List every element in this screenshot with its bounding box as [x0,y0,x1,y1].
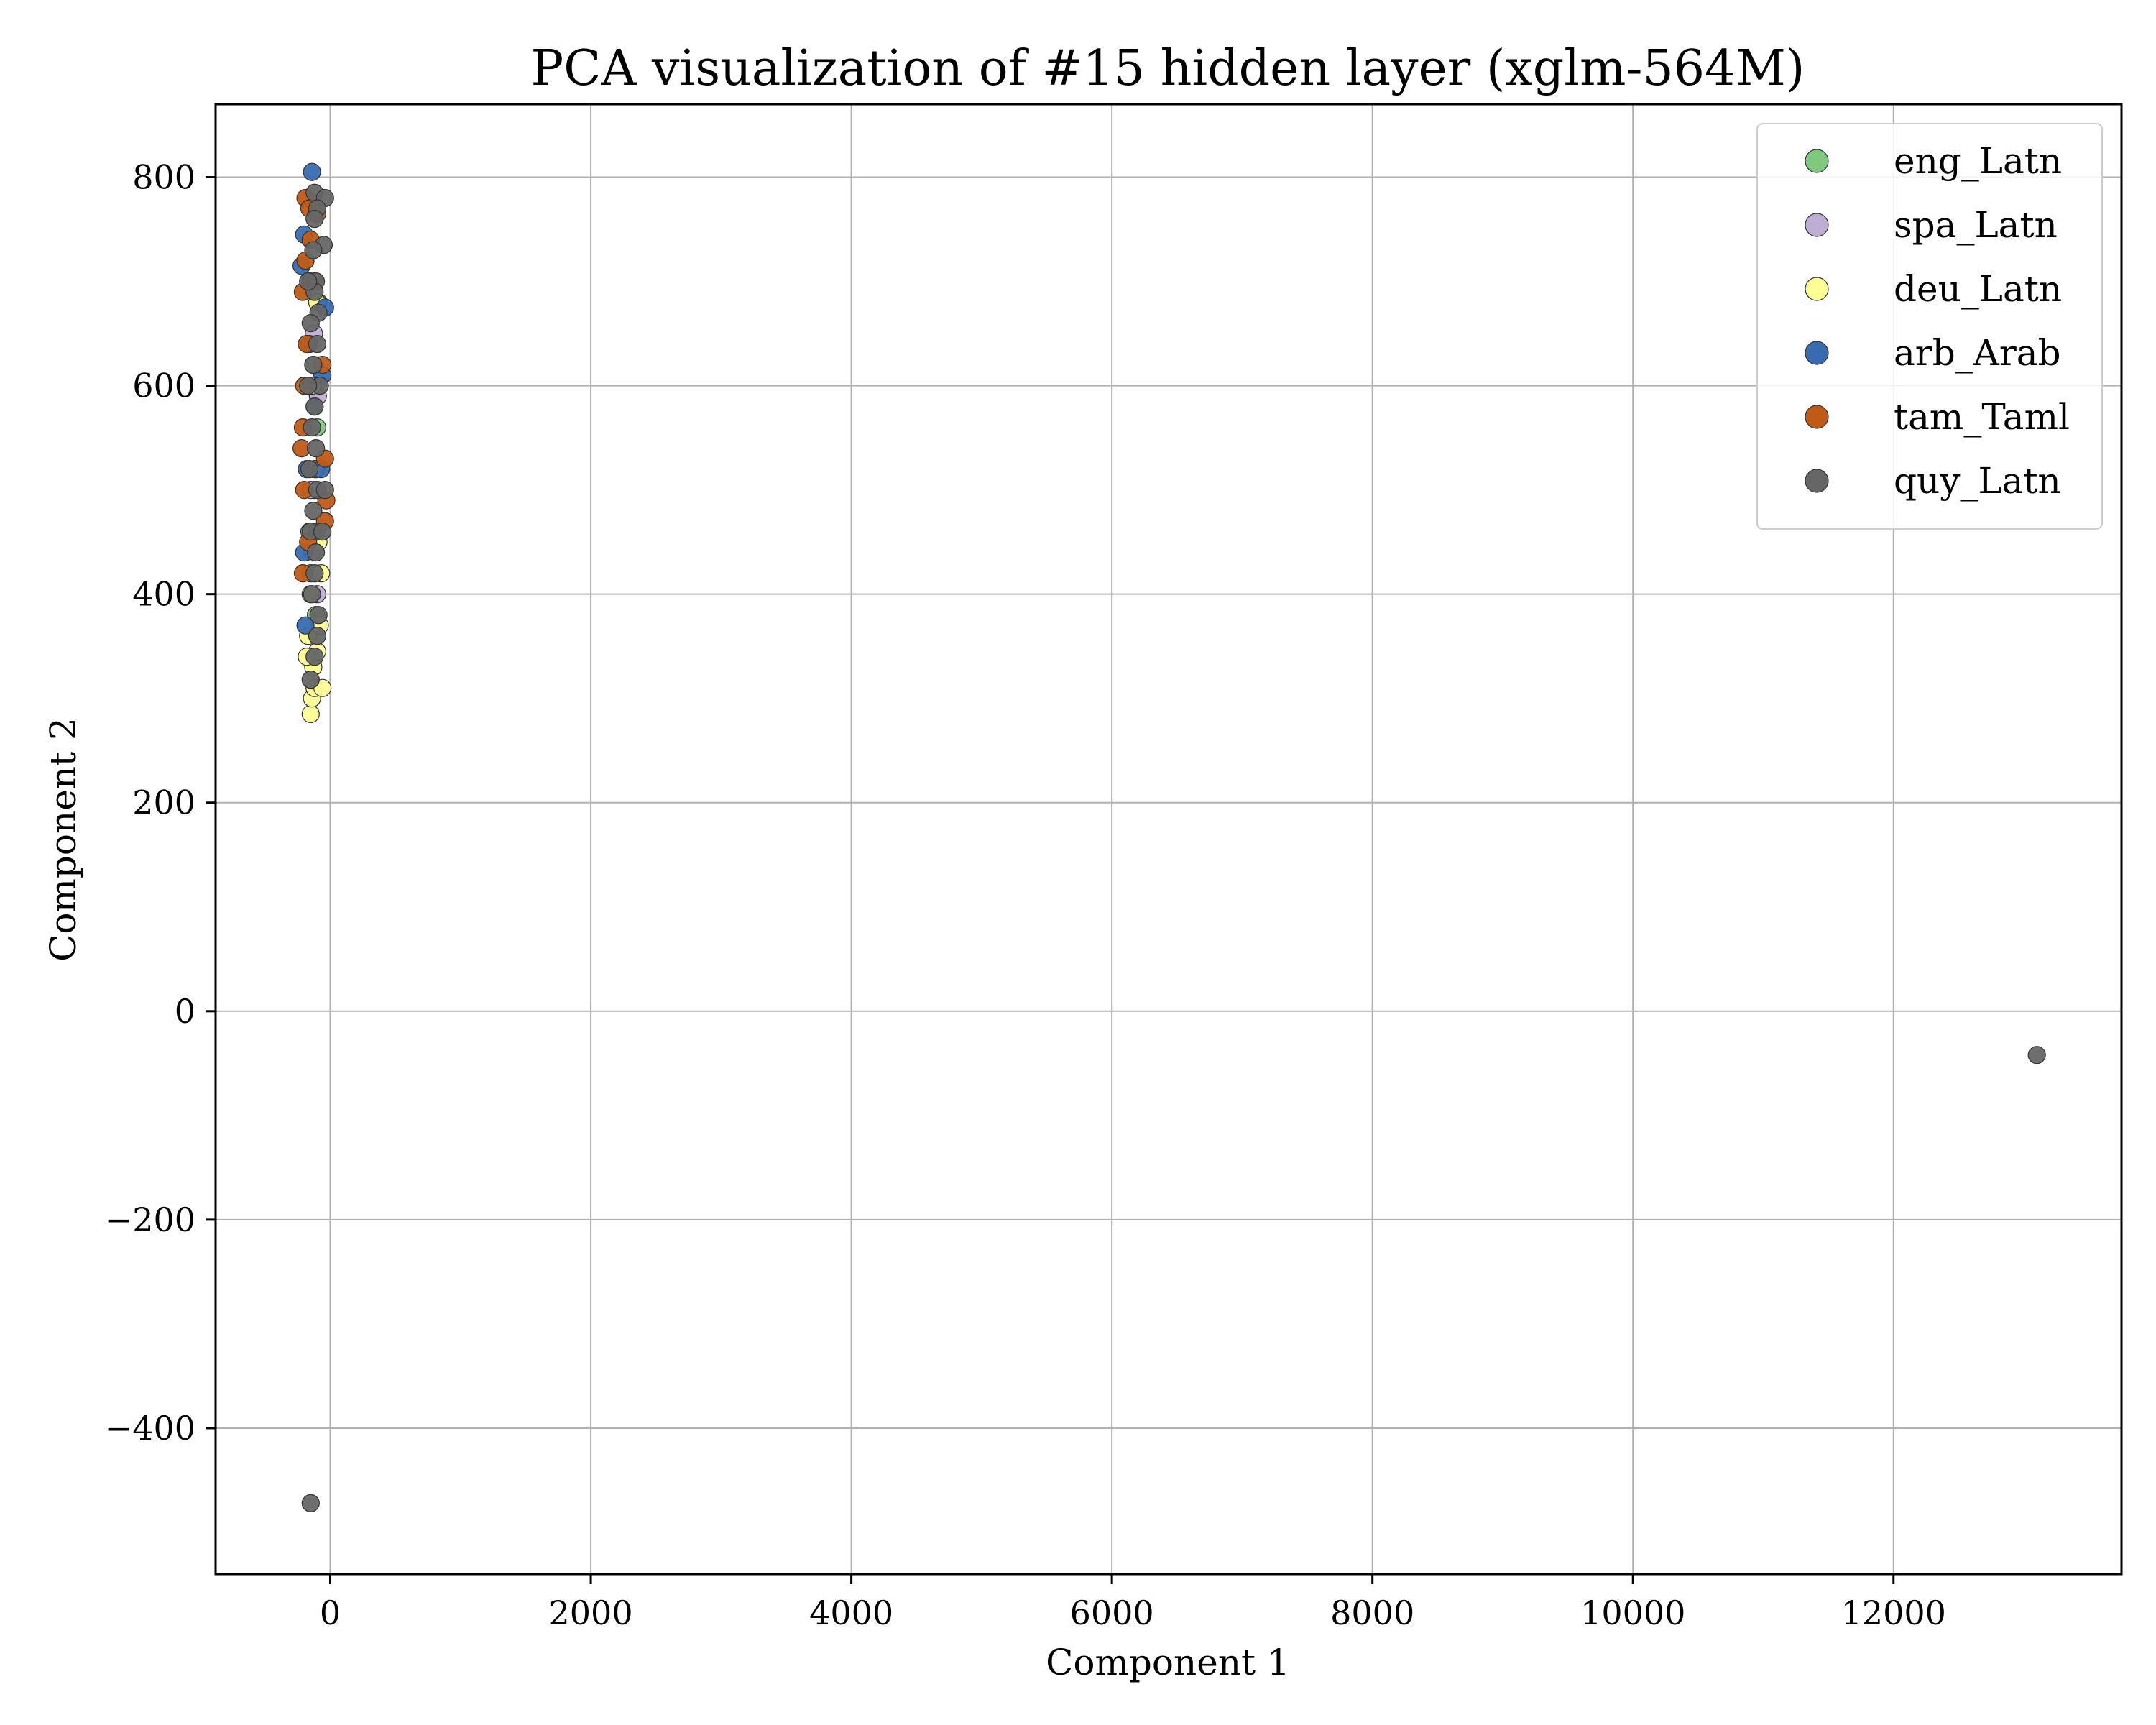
data-point [306,543,326,562]
y-tick-label: 0 [175,992,195,1031]
data-point [300,460,319,479]
legend-marker [1805,405,1829,429]
data-point [296,616,315,635]
y-tick-label: 400 [132,575,195,614]
series-quy_Latn [299,183,2046,1512]
data-point [303,418,321,437]
x-tick-label: 6000 [1070,1593,1154,1632]
y-tick-label: 800 [132,158,195,197]
y-tick-label: 600 [132,367,195,405]
legend-label: deu_Latn [1894,268,2062,310]
legend-frame [1756,123,2103,530]
legend-label: spa_Latn [1894,204,2058,246]
data-point [305,209,324,229]
x-tick-label: 10000 [1580,1593,1685,1632]
data-point [2027,1046,2046,1064]
data-point [301,670,320,689]
chart-title: PCA visualization of #15 hidden layer (x… [531,40,1805,97]
x-tick-label: 8000 [1330,1593,1414,1632]
legend-marker [1805,277,1829,301]
plot-frame [214,103,2123,1576]
grid-lines [216,104,2122,1574]
data-point [305,397,324,416]
data-point [299,376,318,395]
y-tick-label: −400 [105,1409,195,1448]
legend-label: arb_Arab [1894,332,2061,374]
data-point [309,606,328,625]
x-tick-label: 0 [320,1593,341,1632]
legend-label: quy_Latn [1894,460,2061,502]
data-point [303,162,321,181]
axis-ticks: 0 2000 4000 6000 8000 10000 12000 −400 −200 0 200 4… [105,158,1946,1632]
legend-label: tam_Taml [1894,396,2070,438]
data-point [304,241,323,259]
x-tick-label: 12000 [1841,1593,1946,1632]
y-axis-label: Component 2 [42,717,84,962]
y-tick-label: 200 [132,783,195,822]
data-point [301,313,320,333]
data-points [292,162,2046,1512]
data-point [308,627,326,645]
data-point [304,502,323,520]
data-point [305,648,324,666]
legend-marker [1805,149,1829,173]
legend: eng_Latn spa_Latn deu_Latn arb_Arab tam_Taml… [1756,123,2103,530]
x-tick-label: 4000 [809,1593,893,1632]
data-point [313,523,332,541]
legend-label: eng_Latn [1894,140,2062,182]
data-point [303,585,321,604]
data-point [301,1494,320,1512]
x-axis-label: Component 1 [1046,1642,1290,1683]
legend-marker [1805,469,1829,493]
x-tick-label: 2000 [549,1593,633,1632]
legend-marker [1805,341,1829,365]
data-point [315,481,334,500]
data-point [304,355,323,374]
y-tick-label: −200 [105,1200,195,1239]
data-point [301,704,320,724]
data-point [306,439,326,458]
legend-marker [1805,213,1829,237]
data-point [299,272,318,291]
data-point [308,334,326,354]
data-point [305,564,324,583]
